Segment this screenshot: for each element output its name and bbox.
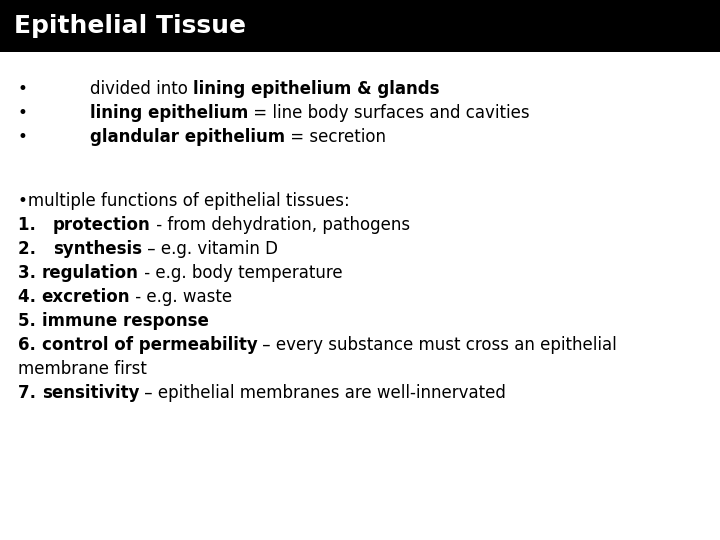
Text: - from dehydration, pathogens: - from dehydration, pathogens <box>151 216 410 234</box>
Text: 3.: 3. <box>18 264 42 282</box>
Text: divided into: divided into <box>90 80 193 98</box>
Text: immune response: immune response <box>42 312 209 330</box>
Text: 2.: 2. <box>18 240 53 258</box>
Text: lining epithelium: lining epithelium <box>90 104 248 122</box>
Text: 1.: 1. <box>18 216 53 234</box>
Text: 5.: 5. <box>18 312 42 330</box>
Text: •: • <box>18 104 28 122</box>
Text: •: • <box>18 128 28 146</box>
Text: •: • <box>18 80 28 98</box>
Text: excretion: excretion <box>42 288 130 306</box>
Text: glandular epithelium: glandular epithelium <box>90 128 285 146</box>
Text: protection: protection <box>53 216 151 234</box>
Text: •multiple functions of epithelial tissues:: •multiple functions of epithelial tissue… <box>18 192 350 210</box>
Bar <box>0 0 720 52</box>
Text: – e.g. vitamin D: – e.g. vitamin D <box>143 240 278 258</box>
Text: lining epithelium & glands: lining epithelium & glands <box>193 80 440 98</box>
Text: = line body surfaces and cavities: = line body surfaces and cavities <box>248 104 530 122</box>
Text: - e.g. body temperature: - e.g. body temperature <box>139 264 342 282</box>
Text: synthesis: synthesis <box>53 240 143 258</box>
Text: = secretion: = secretion <box>285 128 386 146</box>
Text: membrane first: membrane first <box>18 360 147 378</box>
Text: regulation: regulation <box>42 264 139 282</box>
Text: – epithelial membranes are well-innervated: – epithelial membranes are well-innervat… <box>139 384 506 402</box>
Text: 7.: 7. <box>18 384 42 402</box>
Text: 4.: 4. <box>18 288 42 306</box>
Text: control of permeability: control of permeability <box>42 336 257 354</box>
Text: 6.: 6. <box>18 336 42 354</box>
Text: - e.g. waste: - e.g. waste <box>130 288 233 306</box>
Text: – every substance must cross an epithelial: – every substance must cross an epitheli… <box>257 336 617 354</box>
Text: Epithelial Tissue: Epithelial Tissue <box>14 14 246 38</box>
Text: sensitivity: sensitivity <box>42 384 139 402</box>
